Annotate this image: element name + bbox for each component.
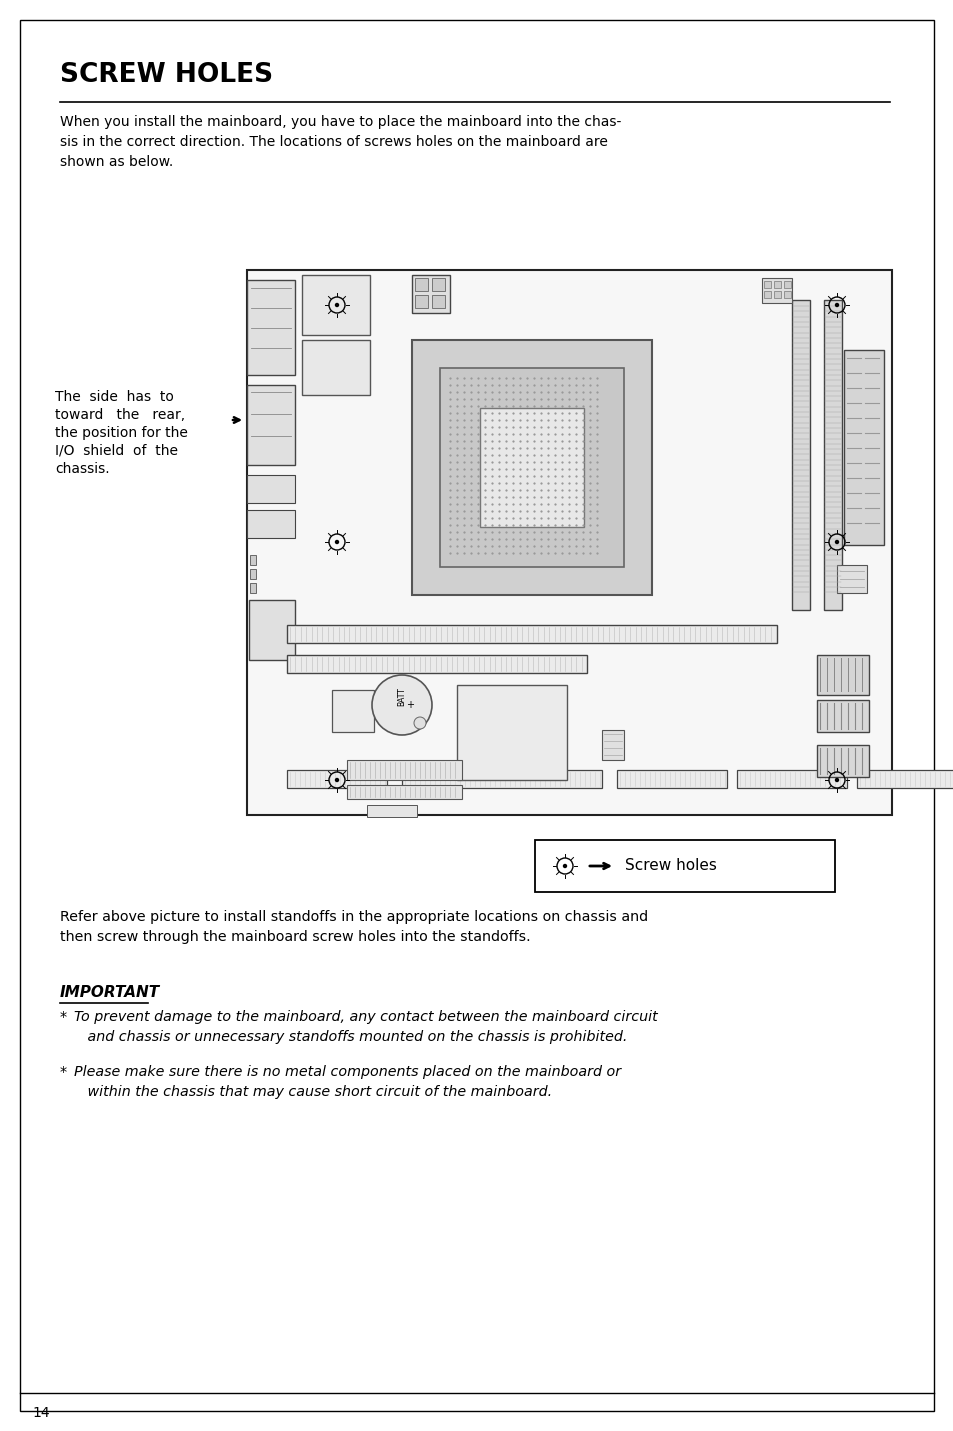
Text: 14: 14 bbox=[32, 1407, 50, 1420]
Bar bbox=[247, 475, 294, 504]
Bar bbox=[535, 840, 834, 892]
Bar bbox=[816, 700, 868, 733]
Bar bbox=[836, 565, 866, 592]
Bar bbox=[773, 290, 781, 298]
Bar bbox=[479, 408, 583, 527]
Bar bbox=[250, 570, 255, 580]
Bar bbox=[823, 301, 841, 610]
Circle shape bbox=[335, 541, 338, 544]
Text: Refer above picture to install standoffs in the appropriate locations on chassis: Refer above picture to install standoffs… bbox=[60, 910, 647, 944]
Bar bbox=[432, 278, 444, 290]
Text: IMPORTANT: IMPORTANT bbox=[60, 985, 160, 1000]
Text: the position for the: the position for the bbox=[55, 426, 188, 439]
Text: The  side  has  to: The side has to bbox=[55, 391, 173, 404]
Bar bbox=[783, 280, 790, 288]
Bar bbox=[247, 509, 294, 538]
Bar bbox=[816, 746, 868, 777]
Circle shape bbox=[335, 778, 338, 781]
Bar bbox=[287, 770, 387, 788]
Bar bbox=[432, 295, 444, 308]
Bar bbox=[412, 275, 450, 313]
Circle shape bbox=[835, 303, 838, 306]
Bar bbox=[247, 385, 294, 465]
Text: When you install the mainboard, you have to place the mainboard into the chas-
s: When you install the mainboard, you have… bbox=[60, 114, 620, 169]
Text: To prevent damage to the mainboard, any contact between the mainboard circuit
  : To prevent damage to the mainboard, any … bbox=[74, 1010, 657, 1045]
Circle shape bbox=[414, 717, 426, 728]
Bar bbox=[250, 582, 255, 592]
Bar bbox=[439, 368, 623, 567]
Text: +: + bbox=[406, 700, 414, 710]
Circle shape bbox=[416, 345, 429, 356]
Circle shape bbox=[634, 345, 645, 356]
Bar bbox=[302, 341, 370, 395]
Bar bbox=[287, 625, 776, 643]
Bar bbox=[763, 280, 770, 288]
Text: *: * bbox=[60, 1010, 71, 1025]
Bar bbox=[347, 786, 461, 798]
Text: Please make sure there is no metal components placed on the mainboard or
   with: Please make sure there is no metal compo… bbox=[74, 1065, 620, 1099]
Bar bbox=[617, 770, 726, 788]
Bar bbox=[843, 351, 883, 545]
Circle shape bbox=[835, 541, 838, 544]
Bar bbox=[763, 290, 770, 298]
Text: chassis.: chassis. bbox=[55, 462, 110, 477]
Text: *: * bbox=[60, 1065, 71, 1079]
Circle shape bbox=[835, 778, 838, 781]
Text: I/O  shield  of  the: I/O shield of the bbox=[55, 444, 178, 458]
Bar bbox=[247, 270, 891, 816]
Bar bbox=[456, 685, 566, 780]
Bar bbox=[287, 655, 586, 673]
Bar bbox=[247, 280, 294, 375]
Text: BATT: BATT bbox=[397, 687, 406, 707]
Circle shape bbox=[416, 577, 429, 590]
Bar bbox=[791, 301, 809, 610]
Bar bbox=[761, 278, 791, 303]
Bar bbox=[332, 690, 374, 733]
Text: SCREW HOLES: SCREW HOLES bbox=[60, 62, 273, 87]
Bar bbox=[302, 275, 370, 335]
Bar bbox=[856, 770, 953, 788]
Circle shape bbox=[372, 675, 432, 736]
Text: Screw holes: Screw holes bbox=[624, 859, 716, 873]
Circle shape bbox=[634, 577, 645, 590]
Bar bbox=[401, 770, 601, 788]
Bar bbox=[249, 600, 294, 660]
Bar bbox=[601, 730, 623, 760]
Bar bbox=[783, 290, 790, 298]
Circle shape bbox=[335, 303, 338, 306]
Text: toward   the   rear,: toward the rear, bbox=[55, 408, 185, 422]
Bar bbox=[737, 770, 846, 788]
Bar bbox=[415, 295, 428, 308]
Bar bbox=[412, 341, 651, 595]
Bar bbox=[415, 278, 428, 290]
Bar bbox=[347, 760, 461, 780]
Bar bbox=[250, 555, 255, 565]
Bar bbox=[816, 655, 868, 695]
Bar bbox=[367, 806, 416, 817]
Bar bbox=[773, 280, 781, 288]
Circle shape bbox=[563, 864, 566, 867]
